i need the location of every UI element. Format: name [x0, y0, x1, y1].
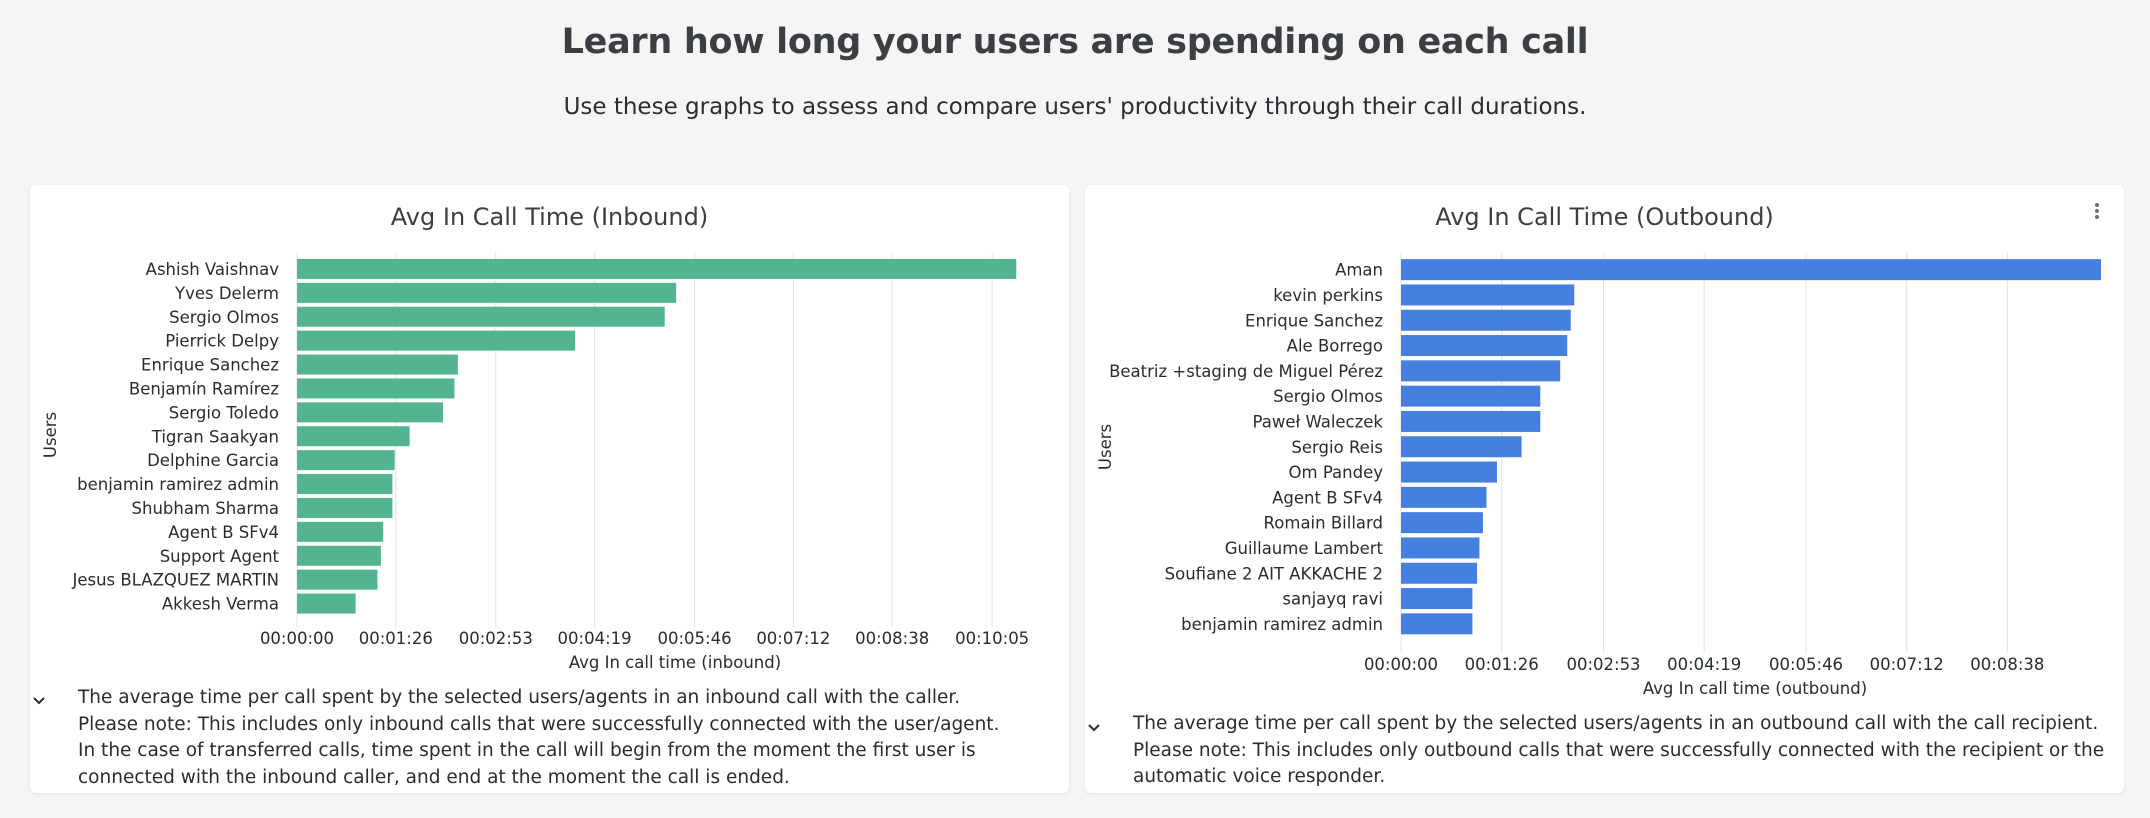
bar[interactable] — [1401, 537, 1480, 559]
chevron-down-icon[interactable] — [1085, 719, 1103, 737]
tick-label: 00:01:26 — [1465, 655, 1539, 674]
category-label: Sergio Toledo — [169, 403, 279, 422]
bar[interactable] — [1401, 259, 2101, 281]
bar[interactable] — [297, 282, 677, 303]
bar[interactable] — [297, 402, 443, 423]
bar[interactable] — [297, 258, 1017, 279]
bar[interactable] — [297, 593, 356, 614]
tick-label: 00:00:00 — [1364, 655, 1438, 674]
bar[interactable] — [297, 426, 410, 447]
more-vertical-icon[interactable] — [2092, 201, 2102, 225]
bar[interactable] — [1401, 588, 1473, 610]
category-label: Agent B SFv4 — [1272, 488, 1383, 507]
bar[interactable] — [1401, 436, 1522, 458]
tick-label: 00:05:46 — [657, 629, 731, 648]
category-label: benjamin ramirez admin — [77, 475, 279, 494]
chart-title: Avg In Call Time (Inbound) — [390, 203, 709, 231]
category-label: Beatriz +staging de Miguel Pérez — [1109, 362, 1383, 381]
description-line: Please note: This includes only outbound… — [1133, 739, 2105, 788]
page-title: Learn how long your users are spending o… — [561, 22, 1589, 62]
bar[interactable] — [1401, 360, 1561, 382]
tick-label: 00:02:53 — [459, 629, 533, 648]
category-label: Enrique Sanchez — [141, 356, 279, 375]
bar[interactable] — [1401, 335, 1568, 357]
category-label: Delphine Garcia — [147, 451, 279, 470]
category-label: Jesus BLAZQUEZ MARTIN — [71, 571, 279, 590]
bar[interactable] — [297, 569, 378, 590]
bar[interactable] — [297, 497, 393, 518]
category-label: Enrique Sanchez — [1245, 311, 1383, 330]
outbound-chart-card: Avg In Call Time (Outbound) Aman kevin pe… — [1085, 185, 2124, 793]
tick-label: 00:00:00 — [260, 629, 334, 648]
category-label: Yves Delerm — [174, 284, 279, 303]
bar[interactable] — [1401, 385, 1541, 407]
category-label: Sergio Olmos — [169, 308, 279, 327]
description-line: In the case of transferred calls, time s… — [78, 740, 976, 788]
bar[interactable] — [1401, 486, 1487, 508]
bar[interactable] — [1401, 512, 1483, 534]
category-label: Sergio Olmos — [1273, 387, 1383, 406]
chevron-down-icon[interactable] — [30, 692, 48, 710]
tick-label: 00:01:26 — [359, 629, 433, 648]
bar[interactable] — [297, 306, 665, 327]
category-label: Ale Borrego — [1287, 337, 1383, 356]
bar[interactable] — [297, 450, 395, 471]
tick-label: 00:07:12 — [756, 629, 830, 648]
description-line: Please note: This includes only inbound … — [78, 713, 1000, 735]
category-label: Romain Billard — [1264, 514, 1383, 533]
category-label: Akkesh Verma — [162, 595, 279, 614]
y-axis-label: Users — [41, 412, 60, 458]
category-label: Pierrick Delpy — [165, 332, 279, 351]
category-label: Guillaume Lambert — [1225, 539, 1384, 558]
bar[interactable] — [297, 545, 381, 566]
bar[interactable] — [1401, 562, 1478, 584]
category-label: Aman — [1335, 261, 1383, 280]
category-label: Agent B SFv4 — [168, 523, 279, 542]
inbound-description: The average time per call spent by the s… — [78, 685, 1055, 791]
bar[interactable] — [297, 378, 455, 399]
outbound-description: The average time per call spent by the s… — [1133, 711, 2110, 791]
bar[interactable] — [1401, 309, 1571, 331]
tick-label: 00:08:38 — [855, 629, 929, 648]
tick-label: 00:04:19 — [1667, 655, 1741, 674]
bar[interactable] — [1401, 461, 1497, 483]
bar[interactable] — [297, 521, 384, 542]
tick-label: 00:10:05 — [955, 629, 1029, 648]
bar[interactable] — [297, 354, 458, 375]
tick-label: 00:07:12 — [1870, 655, 1944, 674]
y-axis-label: Users — [1096, 424, 1115, 470]
tick-label: 00:02:53 — [1566, 655, 1640, 674]
category-label: Sergio Reis — [1291, 438, 1383, 457]
category-label: Ashish Vaishnav — [146, 260, 280, 279]
bar[interactable] — [297, 330, 576, 351]
inbound-chart-card: Avg In Call Time (Inbound) Ashish Vaishn… — [30, 185, 1069, 793]
tick-label: 00:08:38 — [1970, 655, 2044, 674]
description-line: The average time per call spent by the s… — [1133, 713, 2099, 734]
category-label: benjamin ramirez admin — [1181, 615, 1383, 634]
category-label: Paweł Waleczek — [1253, 412, 1384, 431]
category-label: sanjayq ravi — [1282, 590, 1383, 609]
bar[interactable] — [1401, 410, 1541, 432]
category-label: Support Agent — [160, 547, 280, 566]
category-label: Benjamín Ramírez — [129, 379, 279, 398]
category-label: Shubham Sharma — [132, 499, 279, 518]
bar[interactable] — [297, 474, 393, 495]
bar[interactable] — [1401, 284, 1575, 306]
tick-label: 00:04:19 — [558, 629, 632, 648]
category-label: Soufiane 2 AIT AKKACHE 2 — [1165, 564, 1383, 583]
page-subtitle: Use these graphs to assess and compare u… — [563, 94, 1587, 120]
x-axis-label: Avg In call time (inbound) — [569, 653, 781, 672]
x-axis-label: Avg In call time (outbound) — [1643, 679, 1867, 698]
category-label: Om Pandey — [1289, 463, 1384, 482]
category-label: Tigran Saakyan — [151, 427, 279, 446]
outbound-bar-chart: Aman kevin perkins Enrique Sanchez Ale Borr… — [1096, 253, 2101, 698]
bar[interactable] — [1401, 613, 1473, 635]
description-line: The average time per call spent by the s… — [78, 687, 961, 708]
category-label: kevin perkins — [1273, 286, 1383, 305]
tick-label: 00:05:46 — [1769, 655, 1843, 674]
chart-title: Avg In Call Time (Outbound) — [1435, 203, 1774, 231]
inbound-bar-chart: Ashish Vaishnav Yves Delerm Sergio Olmos Pi… — [41, 253, 1029, 672]
